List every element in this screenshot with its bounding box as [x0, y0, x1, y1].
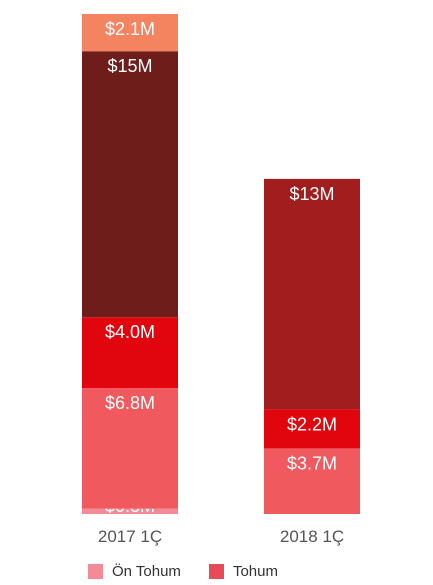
- legend-label-tohum: Tohum: [232, 563, 278, 580]
- bar-data-label-s1-1: $3.7M: [287, 453, 337, 473]
- legend-label-on-tohum: Ön Tohum: [112, 563, 181, 580]
- legend-swatch-on-tohum: [88, 564, 103, 579]
- legend-swatch-tohum: [208, 564, 224, 579]
- bar-data-label-s3-1: $13M: [289, 184, 334, 204]
- bar-data-label-s1-0: $6.8M: [105, 393, 155, 413]
- bar-segment-s2-1: [264, 409, 360, 449]
- bar-data-label-s2-1: $2.2M: [287, 414, 337, 434]
- bar-segment-s2-0: [82, 317, 178, 389]
- chart-legend: Ön Tohum Tohum: [88, 563, 278, 580]
- bar-data-label-s2-0: $4.0M: [105, 322, 155, 342]
- bar-segment-s3-1: [264, 178, 360, 410]
- legend-item-on-tohum: Ön Tohum: [88, 563, 181, 580]
- legend-item-tohum: Tohum: [208, 563, 278, 580]
- bar-segment-s1-1: [264, 448, 360, 514]
- bar-segment-s0-0: [82, 508, 178, 514]
- x-tick-label-1: 2018 1Ç: [280, 527, 344, 546]
- bar-data-label-s5-0: $2.1M: [105, 19, 155, 39]
- bar-segment-s4-0: [82, 51, 178, 318]
- x-tick-label-0: 2017 1Ç: [98, 527, 162, 546]
- bar-segment-s1-0: [82, 388, 178, 509]
- bar-data-label-s4-0: $15M: [107, 56, 152, 76]
- bar-segment-s5-0: [82, 14, 178, 52]
